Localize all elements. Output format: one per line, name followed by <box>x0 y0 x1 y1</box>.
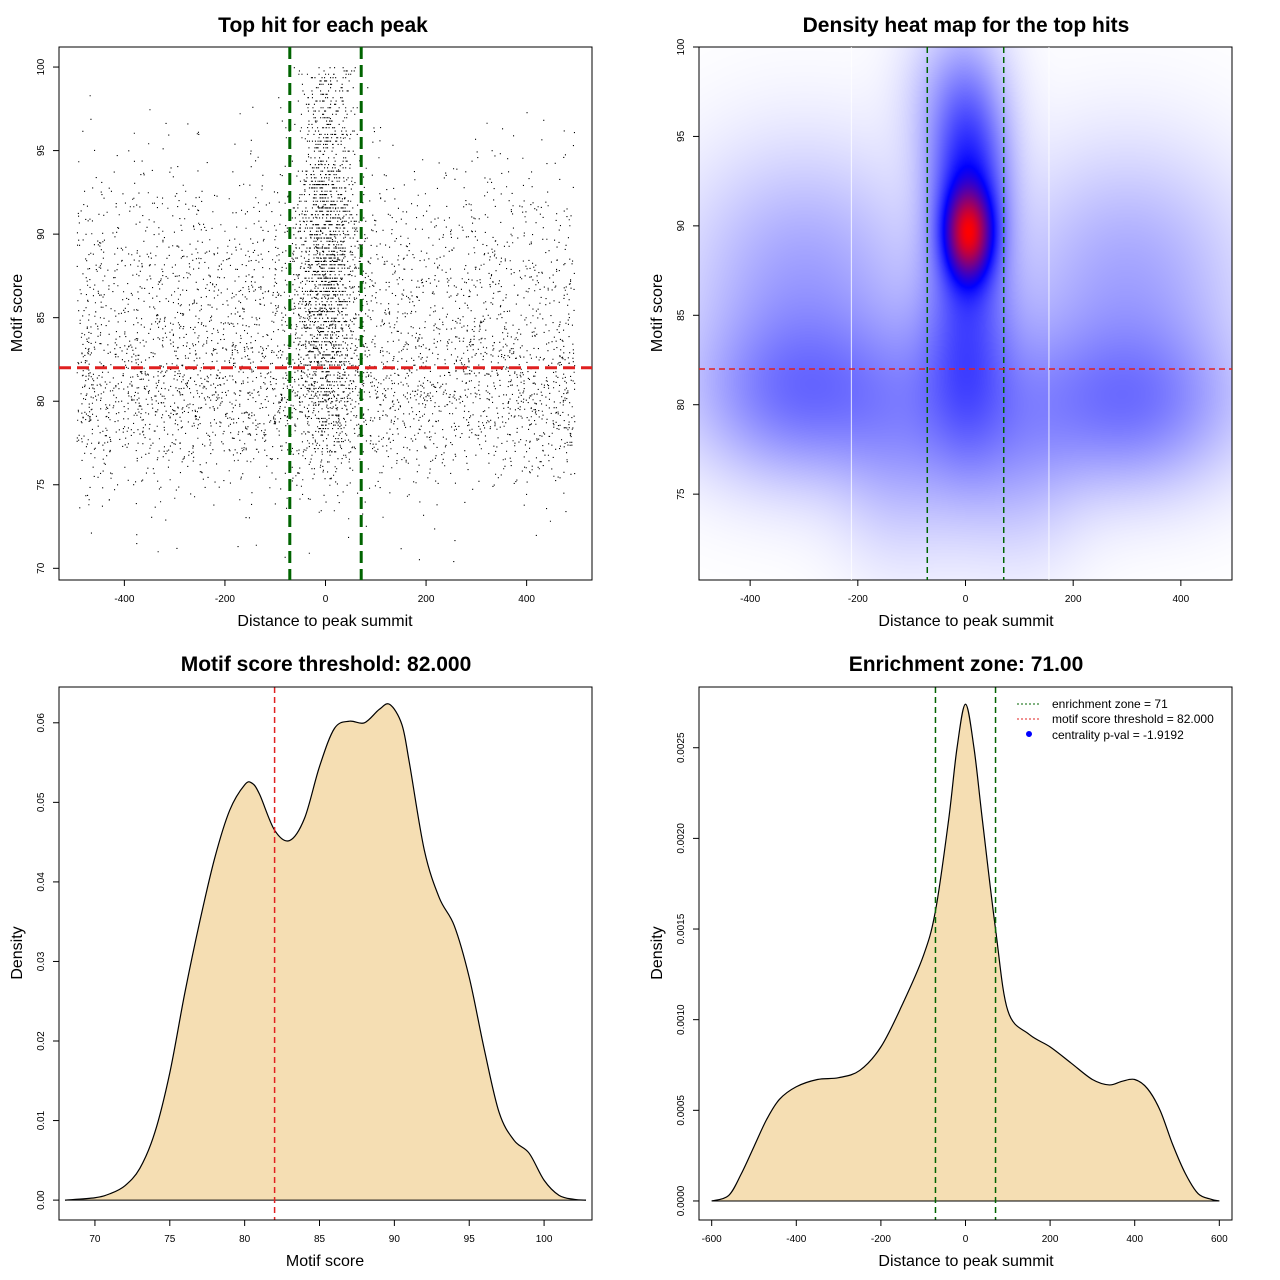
distance-density-x-tick-label: -400 <box>786 1234 806 1245</box>
scatter-panel: Top hit for each peak -400 -200 0 200 400 70… <box>9 14 593 630</box>
scatter-x-tick-label: -400 <box>114 594 134 605</box>
scatter-x-tick-label: 400 <box>518 594 535 605</box>
scatter-x-tick-label: 200 <box>418 594 435 605</box>
score-density-y-tick-label: 0.04 <box>36 872 47 892</box>
heatmap-title: Density heat map for the top hits <box>803 14 1130 37</box>
distance-density-x-tick-label: 0 <box>963 1234 969 1245</box>
heatmap-x-tick-label: 200 <box>1065 594 1082 605</box>
scatter-title: Top hit for each peak <box>218 14 428 37</box>
score-density-x-tick-label: 75 <box>164 1234 176 1245</box>
scatter-y-tick-label: 85 <box>36 312 47 324</box>
heatmap-y-tick-label: 90 <box>676 220 687 232</box>
distance-density-panel: Enrichment zone: 71.00 -600 -400 -200 0 200 4… <box>649 653 1233 1270</box>
scatter-y-tick-label: 100 <box>36 58 47 75</box>
score-density-panel: Motif score threshold: 82.000 70 75 80 85 90… <box>9 653 593 1270</box>
scatter-frame <box>58 46 593 581</box>
score-density-y-tick-label: 0.00 <box>36 1190 47 1210</box>
distance-density-y-label: Density <box>649 926 666 979</box>
scatter-y-tick-label: 95 <box>36 145 47 157</box>
heatmap-x-tick-label: -200 <box>848 594 868 605</box>
score-density-y-label: Density <box>9 926 26 979</box>
distance-density-y-tick-label: 0.0005 <box>676 1095 687 1126</box>
distance-density-x-tick-label: 600 <box>1211 1234 1228 1245</box>
score-density-x-axis: 70 75 80 85 90 95 100 <box>89 1220 553 1245</box>
score-density-fill <box>64 703 587 1201</box>
heatmap-y-tick-label: 85 <box>676 309 687 321</box>
distance-density-y-axis: 0.0000 0.0005 0.0010 0.0015 0.0020 0.0025 <box>676 732 699 1216</box>
score-density-x-tick-label: 85 <box>314 1234 326 1245</box>
distance-density-title: Enrichment zone: 71.00 <box>849 653 1084 676</box>
score-density-title: Motif score threshold: 82.000 <box>181 653 472 676</box>
distance-density-x-tick-label: -600 <box>702 1234 722 1245</box>
heatmap-canvas <box>699 47 1232 580</box>
distance-density-y-tick-label: 0.0010 <box>676 1004 687 1035</box>
legend-pval-label: centrality p-val = -1.9192 <box>1052 728 1184 742</box>
legend: enrichment zone = 71 motif score thresho… <box>1017 697 1214 742</box>
distance-density-y-tick-label: 0.0015 <box>676 913 687 944</box>
distance-density-x-tick-label: -200 <box>871 1234 891 1245</box>
score-density-curve <box>64 703 587 1201</box>
distance-density-x-label: Distance to peak summit <box>878 1253 1054 1270</box>
scatter-y-axis: 70 75 80 85 90 95 100 <box>36 58 59 574</box>
score-density-x-tick-label: 100 <box>536 1234 553 1245</box>
heatmap-x-axis: -400 -200 0 200 400 <box>740 580 1190 605</box>
scatter-x-label: Distance to peak summit <box>237 613 413 630</box>
legend-zone-label: enrichment zone = 71 <box>1052 697 1168 711</box>
heatmap-reference-lines <box>699 47 1232 580</box>
distance-density-x-tick-label: 400 <box>1126 1234 1143 1245</box>
score-density-y-axis: 0.00 0.01 0.02 0.03 0.04 0.05 0.06 <box>36 713 59 1210</box>
heatmap-canvas-holder <box>699 47 1232 580</box>
heatmap-x-tick-label: 0 <box>963 594 969 605</box>
scatter-y-tick-label: 70 <box>36 562 47 574</box>
score-density-y-tick-label: 0.02 <box>36 1031 47 1051</box>
score-density-x-tick-label: 90 <box>389 1234 401 1245</box>
scatter-y-tick-label: 90 <box>36 228 47 240</box>
distance-density-x-tick-label: 200 <box>1042 1234 1059 1245</box>
distance-density-y-tick-label: 0.0000 <box>676 1185 687 1216</box>
score-density-y-tick-label: 0.01 <box>36 1110 47 1130</box>
distance-density-area <box>711 687 1220 1220</box>
scatter-x-tick-label: -200 <box>215 594 235 605</box>
distance-density-y-tick-label: 0.0025 <box>676 732 687 763</box>
heatmap-y-tick-label: 75 <box>676 488 687 500</box>
legend-pval-dot <box>1026 731 1032 737</box>
score-density-x-tick-label: 80 <box>239 1234 251 1245</box>
heatmap-x-label: Distance to peak summit <box>878 613 1054 630</box>
scatter-y-tick-label: 80 <box>36 395 47 407</box>
heatmap-y-tick-label: 100 <box>676 38 687 55</box>
heatmap-y-tick-label: 95 <box>676 130 687 142</box>
scatter-points <box>76 67 576 563</box>
heatmap-y-tick-label: 80 <box>676 399 687 411</box>
heatmap-x-tick-label: 400 <box>1173 594 1190 605</box>
distance-density-fill <box>711 704 1220 1201</box>
scatter-point-cloud <box>76 67 576 563</box>
score-density-frame <box>58 686 593 1221</box>
scatter-x-tick-label: 0 <box>323 594 329 605</box>
scatter-x-axis: -400 -200 0 200 400 <box>114 580 535 605</box>
score-density-x-label: Motif score <box>286 1253 364 1270</box>
score-density-y-tick-label: 0.05 <box>36 792 47 812</box>
score-density-x-tick-label: 95 <box>464 1234 476 1245</box>
score-density-y-tick-label: 0.03 <box>36 951 47 971</box>
distance-density-curve <box>711 703 1220 1202</box>
score-density-y-tick-label: 0.06 <box>36 713 47 733</box>
score-density-x-tick-label: 70 <box>89 1234 101 1245</box>
heatmap-y-label: Motif score <box>649 274 666 352</box>
distance-density-y-tick-label: 0.0020 <box>676 823 687 854</box>
score-density-area <box>64 687 587 1220</box>
scatter-y-tick-label: 75 <box>36 479 47 491</box>
heatmap-x-tick-label: -400 <box>740 594 760 605</box>
legend-threshold-label: motif score threshold = 82.000 <box>1052 712 1214 726</box>
heatmap-y-axis: 75 80 85 90 95 100 <box>676 38 699 500</box>
scatter-reference-lines <box>59 47 592 580</box>
distance-density-x-axis: -600 -400 -200 0 200 400 600 <box>702 1220 1228 1245</box>
scatter-y-label: Motif score <box>9 274 26 352</box>
heatmap-panel: Density heat map for the top hits -400 -2… <box>649 14 1233 630</box>
